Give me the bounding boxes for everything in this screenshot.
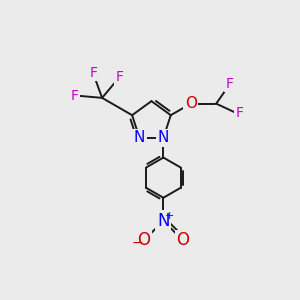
Text: F: F — [116, 70, 124, 84]
Text: N: N — [134, 130, 145, 146]
Text: O: O — [185, 96, 197, 111]
Text: N: N — [157, 212, 170, 230]
Text: −: − — [131, 236, 143, 250]
Text: F: F — [236, 106, 243, 120]
Text: O: O — [176, 231, 190, 249]
Text: F: F — [225, 76, 233, 91]
Text: F: F — [89, 66, 98, 80]
Text: +: + — [164, 211, 174, 221]
Text: O: O — [137, 231, 150, 249]
Text: F: F — [70, 88, 79, 103]
Text: N: N — [158, 130, 169, 146]
